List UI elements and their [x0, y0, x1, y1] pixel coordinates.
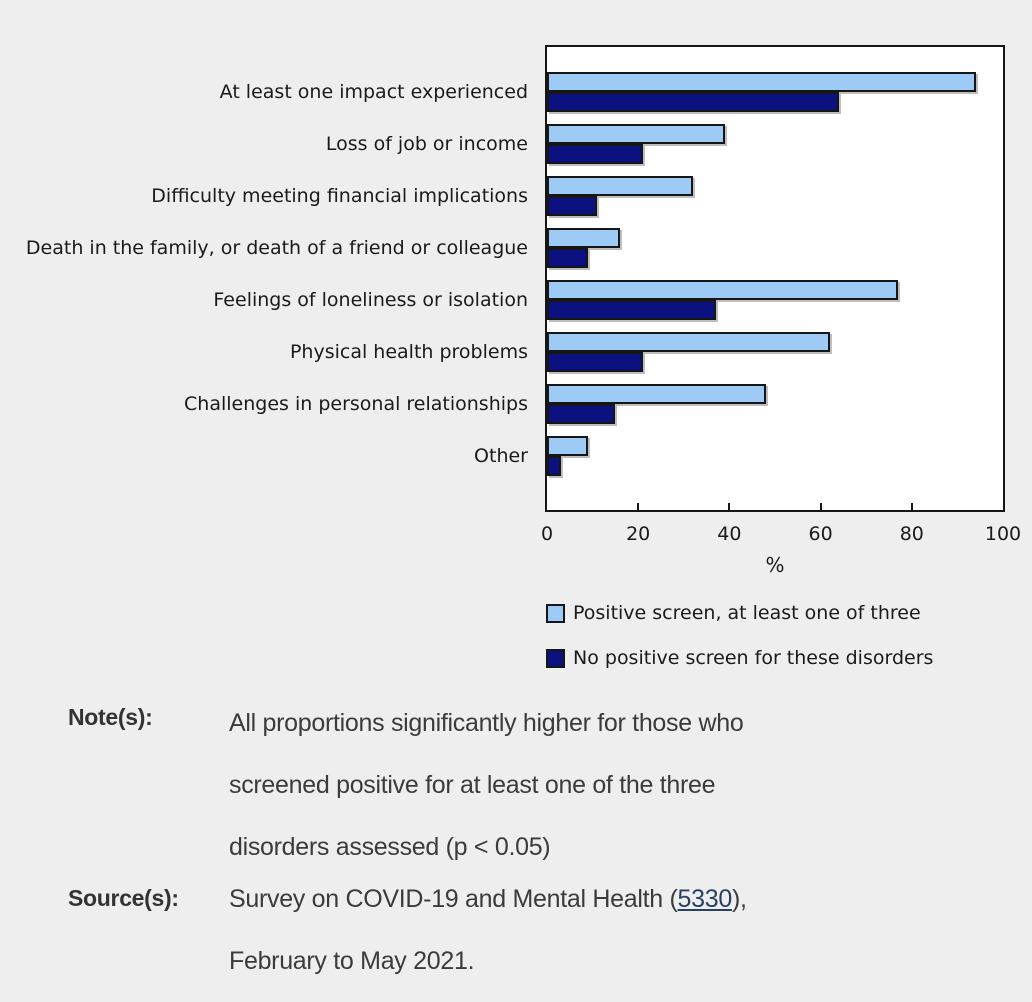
x-tick-label: 80 [899, 523, 924, 545]
x-axis-tick [910, 503, 913, 510]
notes-line-3: disorders assessed (p < 0.05) [229, 833, 551, 861]
legend-item-no-positive-screen: No positive screen for these disorders [546, 647, 933, 669]
x-axis-tick [819, 503, 822, 510]
notes-line-1: All proportions significantly higher for… [229, 709, 744, 737]
category-label: Feelings of loneliness or isolation [213, 289, 528, 311]
bar-positive-screen [547, 124, 725, 144]
bar-no-positive-screen [547, 456, 561, 476]
category-label: Physical health problems [289, 341, 528, 363]
plot-area [545, 45, 1005, 512]
notes-text: All proportions significantly higher for… [229, 692, 744, 878]
bar-no-positive-screen [547, 92, 839, 112]
legend-item-positive-screen: Positive screen, at least one of three [546, 602, 921, 624]
notes-label: Note(s): [68, 704, 153, 730]
source-survey-link[interactable]: 5330 [677, 885, 733, 913]
bar-no-positive-screen [547, 144, 643, 164]
legend-label-no-positive-screen: No positive screen for these disorders [573, 647, 934, 669]
x-axis-title: % [765, 553, 785, 577]
bar-positive-screen [547, 280, 898, 300]
source-text: Survey on COVID-19 and Mental Health (53… [229, 868, 747, 992]
notes-line-2: screened positive for at least one of th… [229, 771, 716, 799]
category-label: Other [474, 445, 528, 467]
bar-positive-screen [547, 72, 976, 92]
bar-positive-screen [547, 176, 693, 196]
category-label: Loss of job or income [325, 133, 528, 155]
source-line-2: February to May 2021. [229, 947, 475, 975]
bar-positive-screen [547, 332, 830, 352]
bar-positive-screen [547, 436, 588, 456]
legend-label-positive-screen: Positive screen, at least one of three [573, 602, 921, 624]
source-text-suffix: ), [731, 885, 747, 913]
x-axis-tick [637, 503, 640, 510]
x-axis-tick [728, 503, 731, 510]
bar-no-positive-screen [547, 300, 716, 320]
source-line-1: Survey on COVID-19 and Mental Health (53… [229, 868, 747, 930]
category-label: Death in the family, or death of a frien… [25, 237, 528, 259]
bar-no-positive-screen [547, 248, 588, 268]
x-tick-labels: 0 20 40 60 80 100 [541, 523, 1021, 547]
category-labels: At least one impact experienced Loss of j… [0, 47, 528, 510]
category-label: At least one impact experienced [219, 81, 528, 103]
x-tick-label: 40 [717, 523, 742, 545]
source-label: Source(s): [68, 885, 179, 911]
bar-no-positive-screen [547, 196, 597, 216]
x-tick-label: 100 [984, 523, 1022, 545]
bar-no-positive-screen [547, 404, 615, 424]
category-label: Challenges in personal relationships [184, 393, 528, 415]
legend-swatch-no-positive-screen [546, 648, 565, 668]
bar-positive-screen [547, 384, 766, 404]
x-tick-label: 60 [808, 523, 833, 545]
bar-no-positive-screen [547, 352, 643, 372]
legend-swatch-positive-screen [546, 603, 565, 623]
source-text-prefix: Survey on COVID-19 and Mental Health ( [229, 885, 678, 913]
x-tick-label: 0 [540, 523, 554, 545]
bar-positive-screen [547, 228, 620, 248]
x-tick-label: 20 [626, 523, 651, 545]
category-label: Difficulty meeting financial implication… [151, 185, 528, 207]
